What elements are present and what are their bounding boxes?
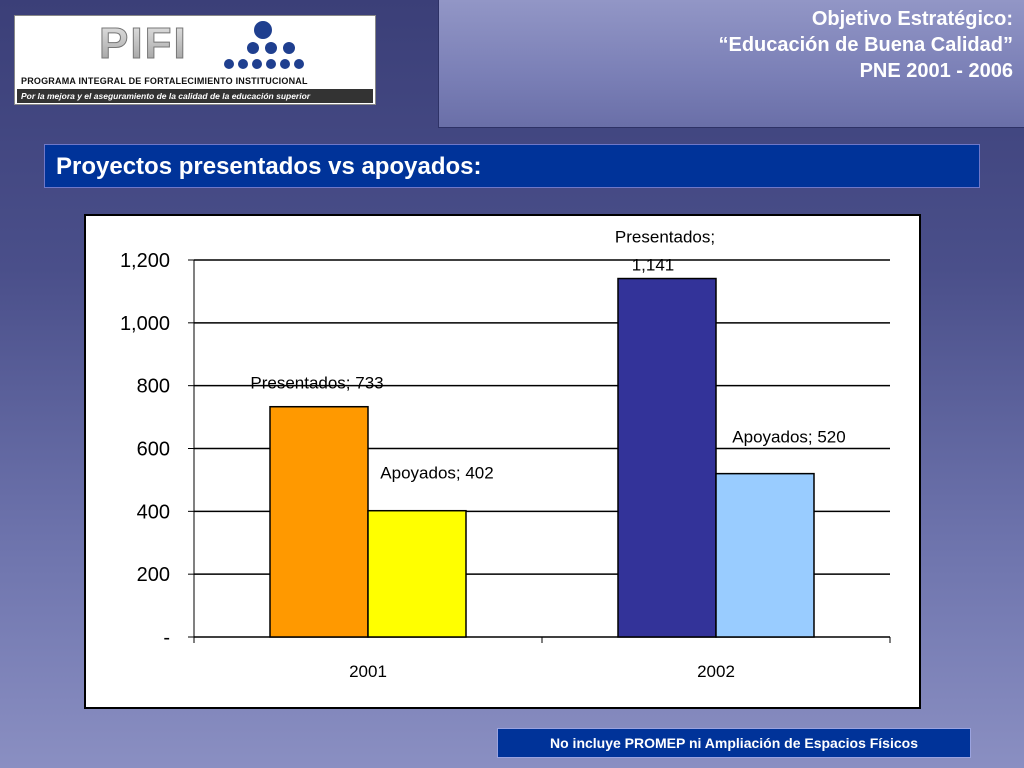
data-label: 1,141 — [632, 256, 675, 275]
bar-apoyados-2002 — [715, 472, 815, 638]
header-panel: Objetivo Estratégico: “Educación de Buen… — [438, 0, 1024, 128]
y-tick-label: - — [163, 627, 170, 649]
pifi-logo-dots — [224, 21, 304, 69]
data-label: Presentados; — [615, 228, 715, 247]
footnote: No incluye PROMEP ni Ampliación de Espac… — [497, 728, 971, 758]
slide-title: Objetivo Estratégico: “Educación de Buen… — [718, 6, 1013, 84]
y-tick-label: 200 — [137, 564, 170, 586]
slide-title-line2: “Educación de Buena Calidad” — [718, 34, 1013, 56]
section-title: Proyectos presentados vs apoyados: — [56, 153, 482, 180]
logo-subtitle: Por la mejora y el aseguramiento de la c… — [17, 89, 373, 103]
pifi-logo-text: PIFI — [99, 19, 188, 68]
data-label: Presentados; 733 — [250, 374, 383, 393]
data-label: Apoyados; 520 — [732, 428, 845, 447]
pifi-logo-mark: PIFI — [99, 19, 304, 69]
y-tick-label: 1,200 — [120, 250, 170, 272]
x-tick-label: 2001 — [349, 662, 387, 681]
y-tick-label: 600 — [137, 439, 170, 461]
slide-title-line1: Objetivo Estratégico: — [811, 8, 1013, 30]
data-label: Apoyados; 402 — [380, 464, 493, 483]
bar-apoyados-2001 — [367, 509, 467, 638]
bar-chart: - 200 400 600 800 1,000 1,200 2001 2002 Presentad… — [120, 228, 891, 681]
chart-frame: - 200 400 600 800 1,000 1,200 2001 2002 Presentad… — [84, 214, 921, 709]
y-tick-label: 400 — [137, 501, 170, 523]
bar-presentados-2001 — [269, 405, 369, 638]
y-tick-label: 1,000 — [120, 313, 170, 335]
bar-presentados-2002 — [617, 277, 717, 638]
logo-title: PROGRAMA INTEGRAL DE FORTALECIMIENTO INS… — [21, 76, 308, 86]
slide-title-line3: PNE 2001 - 2006 — [859, 60, 1013, 82]
section-header: Proyectos presentados vs apoyados: — [44, 144, 980, 188]
pifi-logo: PIFI PROGRAMA INTEGRAL DE FORTALECIMIENT… — [14, 15, 376, 105]
x-tick-label: 2002 — [697, 662, 735, 681]
y-tick-label: 800 — [137, 376, 170, 398]
